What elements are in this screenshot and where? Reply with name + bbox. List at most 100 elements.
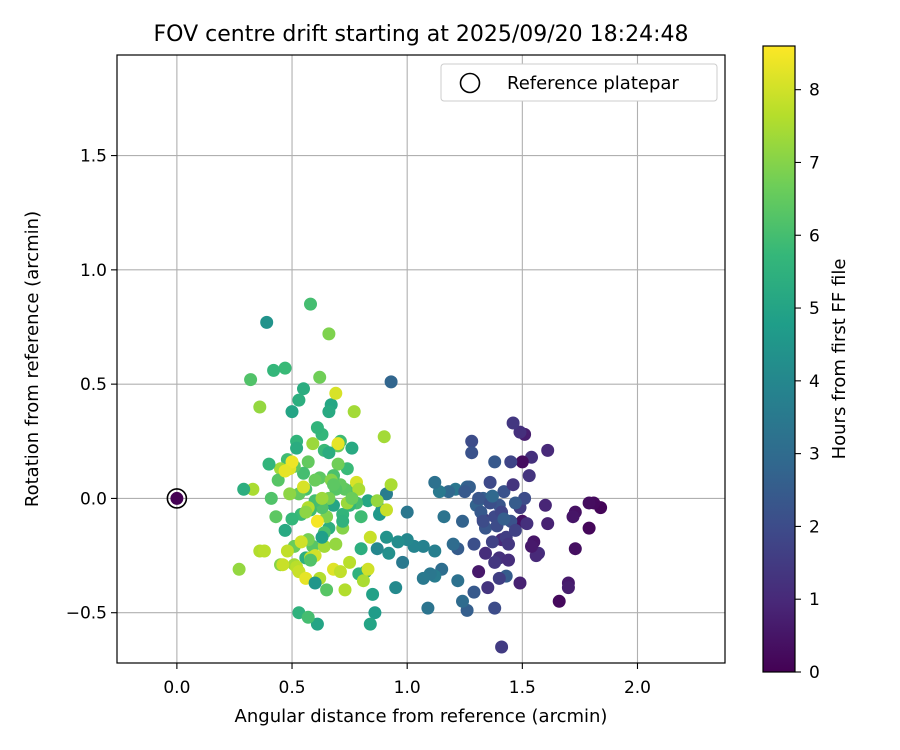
data-point bbox=[285, 405, 299, 419]
data-point bbox=[492, 571, 506, 585]
data-point bbox=[331, 457, 345, 471]
data-point bbox=[315, 530, 329, 544]
data-point bbox=[361, 562, 375, 576]
data-point bbox=[568, 542, 582, 556]
x-tick-label: 0.0 bbox=[163, 678, 190, 698]
data-point bbox=[488, 455, 502, 469]
colorbar-tick-label: 1 bbox=[809, 590, 820, 610]
y-tick-label: 1.5 bbox=[80, 147, 107, 167]
data-point bbox=[370, 542, 384, 556]
data-point bbox=[308, 576, 322, 590]
data-point bbox=[244, 373, 258, 387]
reference-marker-point bbox=[170, 491, 184, 505]
data-point bbox=[465, 434, 479, 448]
data-point bbox=[495, 640, 509, 654]
data-point bbox=[271, 473, 285, 487]
data-point bbox=[343, 555, 357, 569]
grid-lines bbox=[117, 55, 725, 663]
data-point bbox=[237, 482, 251, 496]
data-point bbox=[508, 523, 522, 537]
y-tick-label: 0.0 bbox=[80, 489, 107, 509]
data-point bbox=[322, 405, 336, 419]
data-point bbox=[283, 487, 297, 501]
data-point bbox=[508, 496, 522, 510]
data-point bbox=[497, 512, 511, 526]
data-point bbox=[504, 455, 518, 469]
data-point bbox=[361, 494, 375, 508]
data-point bbox=[290, 441, 304, 455]
y-axis-ticks: −0.5 0.0 0.5 1.0 1.5 bbox=[66, 147, 117, 624]
data-point bbox=[421, 601, 435, 615]
data-point bbox=[269, 510, 283, 524]
chart-title: FOV centre drift starting at 2025/09/20 … bbox=[154, 22, 689, 47]
x-tick-label: 0.5 bbox=[279, 678, 306, 698]
data-point bbox=[400, 505, 414, 519]
data-point bbox=[306, 437, 320, 451]
data-point bbox=[310, 421, 324, 435]
data-point bbox=[329, 537, 343, 551]
data-point bbox=[356, 574, 370, 588]
data-point bbox=[338, 583, 352, 597]
data-point bbox=[513, 576, 527, 590]
data-point bbox=[458, 485, 472, 499]
data-point bbox=[380, 503, 393, 517]
data-point bbox=[345, 441, 359, 455]
data-point bbox=[488, 555, 502, 569]
x-tick-label: 1.5 bbox=[509, 678, 536, 698]
data-point bbox=[232, 562, 246, 576]
data-point bbox=[582, 521, 596, 535]
data-point bbox=[428, 544, 442, 558]
x-axis-label: Angular distance from reference (arcmin) bbox=[235, 706, 608, 727]
data-point bbox=[446, 537, 460, 551]
data-point bbox=[304, 297, 317, 311]
data-point bbox=[467, 537, 481, 551]
data-point bbox=[561, 581, 575, 595]
data-point bbox=[513, 425, 527, 439]
data-point bbox=[472, 565, 486, 579]
data-point bbox=[479, 546, 492, 560]
data-point bbox=[368, 606, 382, 620]
data-point bbox=[456, 594, 469, 608]
data-point bbox=[264, 491, 278, 505]
data-point bbox=[506, 478, 520, 492]
data-point bbox=[525, 539, 538, 553]
data-point bbox=[285, 512, 299, 526]
data-point bbox=[320, 583, 334, 597]
data-point bbox=[389, 581, 403, 595]
data-point bbox=[582, 496, 596, 510]
data-point bbox=[377, 430, 391, 444]
data-point bbox=[315, 491, 329, 505]
data-point bbox=[301, 610, 315, 624]
data-point bbox=[253, 400, 267, 414]
legend: Reference platepar bbox=[440, 63, 718, 102]
colorbar-tick-label: 8 bbox=[809, 81, 820, 101]
data-point bbox=[347, 405, 361, 419]
x-tick-label: 2.0 bbox=[624, 678, 651, 698]
data-point bbox=[278, 361, 292, 375]
y-tick-label: 0.5 bbox=[80, 375, 107, 395]
data-point bbox=[502, 537, 515, 551]
data-point bbox=[354, 510, 368, 524]
colorbar-label: Hours from first FF file bbox=[829, 259, 850, 460]
data-point bbox=[304, 553, 317, 567]
data-points bbox=[232, 297, 608, 654]
data-point bbox=[428, 475, 442, 489]
data-point bbox=[262, 457, 276, 471]
data-point bbox=[333, 565, 347, 579]
colorbar-tick-label: 5 bbox=[809, 299, 820, 319]
data-point bbox=[442, 485, 456, 499]
data-point bbox=[465, 446, 479, 460]
data-point bbox=[506, 416, 520, 430]
x-axis-ticks: 0.0 0.5 1.0 1.5 2.0 bbox=[163, 663, 651, 698]
data-point bbox=[297, 382, 310, 396]
data-point bbox=[331, 437, 345, 451]
data-point bbox=[485, 535, 499, 549]
plot-frame bbox=[116, 54, 726, 664]
data-point bbox=[391, 535, 405, 549]
data-point bbox=[566, 510, 580, 524]
colorbar: 0 1 2 3 4 5 6 7 8 Hours from first FF file bbox=[762, 45, 850, 683]
data-point bbox=[278, 523, 292, 537]
colorbar-tick-label: 3 bbox=[809, 445, 820, 465]
plot-area bbox=[116, 54, 726, 664]
